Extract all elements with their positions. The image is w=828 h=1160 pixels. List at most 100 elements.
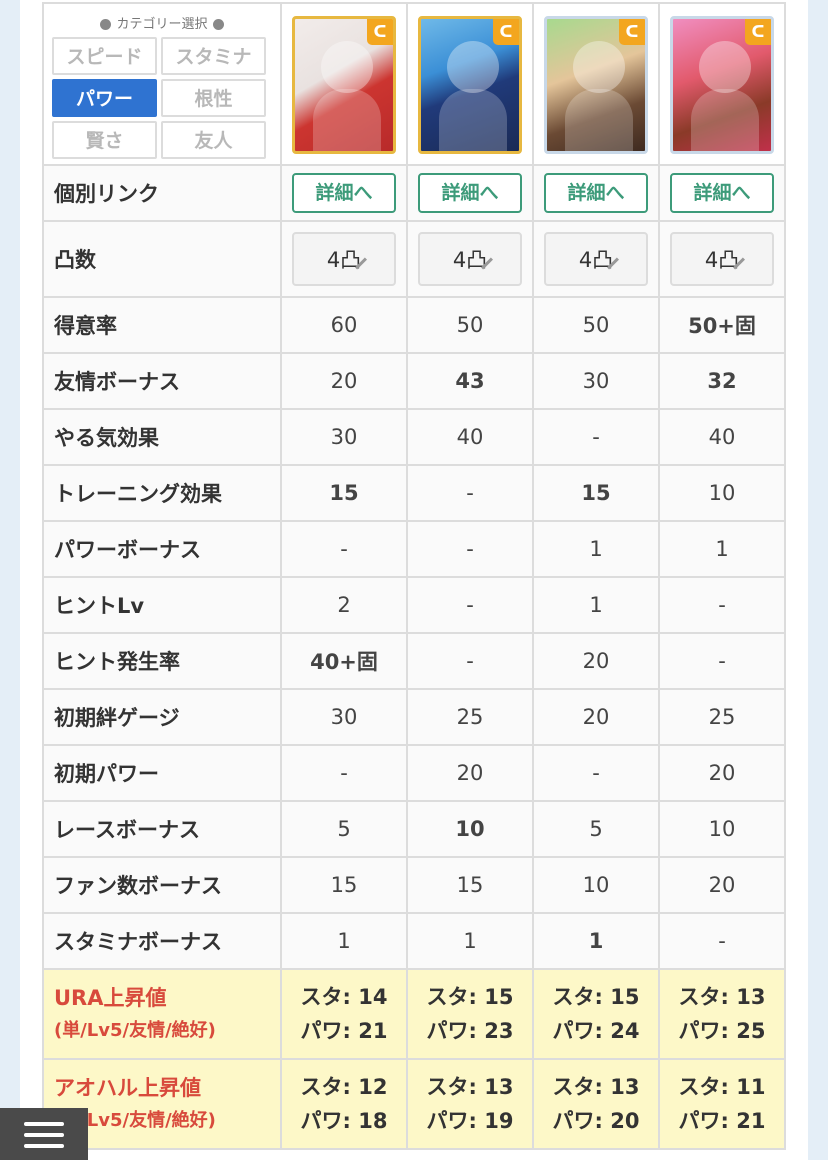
stat-row: 得意率 60 50 50 50+固 [42,296,786,354]
stat-value: 10 [658,464,786,522]
stat-value: - [406,520,534,578]
row-label: 初期パワー [42,744,282,802]
support-card-comparison-table: カテゴリー選択 スピード スタミナ パワー 根性 賢さ 友人 ᑕ ᑕ ᑕ [42,2,786,1150]
bullet-dot-icon [100,19,112,30]
stat-value: 15 [532,464,660,522]
row-ura-gain: URA上昇値 (単/Lv5/友情/絶好) スタ: 14 パワ: 21 スタ: 15… [42,968,786,1060]
stat-value: - [280,744,408,802]
stat-value: 50 [532,296,660,354]
gain-cell: スタ: 14 パワ: 21 [280,968,408,1060]
stat-value: 20 [532,632,660,690]
stat-row: 初期絆ゲージ 30 25 20 25 [42,688,786,746]
stat-value: 20 [406,744,534,802]
uncap-select[interactable]: 4凸 [292,232,396,286]
card-slot-2: ᑕ [406,2,534,166]
stat-value: 20 [280,352,408,410]
power-type-icon: ᑕ [619,19,645,45]
stat-value: 32 [658,352,786,410]
category-wisdom-button[interactable]: 賢さ [52,121,157,159]
stat-value: 15 [280,464,408,522]
stat-value: 20 [658,744,786,802]
row-label: スタミナボーナス [42,912,282,970]
detail-button[interactable]: 詳細へ [670,173,774,213]
row-label: ファン数ボーナス [42,856,282,914]
category-guts-button[interactable]: 根性 [161,79,266,117]
card-slot-3: ᑕ [532,2,660,166]
gain-cell: スタ: 13 パワ: 25 [658,968,786,1060]
gain-cell: スタ: 15 パワ: 24 [532,968,660,1060]
stat-value: 10 [406,800,534,858]
power-type-icon: ᑕ [745,19,771,45]
stat-value: 1 [406,912,534,970]
stat-value: 30 [280,408,408,466]
row-label: 個別リンク [42,164,282,222]
card-slot-1: ᑕ [280,2,408,166]
stat-value: 1 [280,912,408,970]
uncap-select[interactable]: 4凸 [544,232,648,286]
support-card-image[interactable]: ᑕ [544,16,648,154]
hamburger-menu-icon[interactable] [0,1108,88,1160]
category-friend-button[interactable]: 友人 [161,121,266,159]
row-uncap: 凸数 4凸 4凸 4凸 4凸 [42,220,786,298]
row-label: アオハル上昇値 (単/Lv5/友情/絶好) [42,1058,282,1150]
row-label: 友情ボーナス [42,352,282,410]
stat-value: - [406,632,534,690]
stat-value: - [280,520,408,578]
stat-value: 40 [658,408,786,466]
stat-value: 50 [406,296,534,354]
stat-value: - [406,464,534,522]
stat-value: 1 [658,520,786,578]
row-label: 初期絆ゲージ [42,688,282,746]
row-aoharu-gain: アオハル上昇値 (単/Lv5/友情/絶好) スタ: 12 パワ: 18 スタ: 1… [42,1058,786,1150]
detail-button[interactable]: 詳細へ [292,173,396,213]
power-type-icon: ᑕ [493,19,519,45]
stat-value: 20 [658,856,786,914]
category-stamina-button[interactable]: スタミナ [161,37,266,75]
stat-value: 5 [532,800,660,858]
row-link: 個別リンク 詳細へ 詳細へ 詳細へ 詳細へ [42,164,786,222]
row-label: やる気効果 [42,408,282,466]
category-selector: カテゴリー選択 スピード スタミナ パワー 根性 賢さ 友人 [42,2,282,166]
stat-row: 友情ボーナス 20 43 30 32 [42,352,786,410]
card-slot-4: ᑕ [658,2,786,166]
stat-row: やる気効果 30 40-40 [42,408,786,466]
uncap-select[interactable]: 4凸 [418,232,522,286]
uncap-select[interactable]: 4凸 [670,232,774,286]
stat-row: スタミナボーナス 1 1 1- [42,912,786,970]
support-card-image[interactable]: ᑕ [418,16,522,154]
stat-value: - [532,408,660,466]
detail-button[interactable]: 詳細へ [544,173,648,213]
stat-value: 1 [532,912,660,970]
category-speed-button[interactable]: スピード [52,37,157,75]
stat-value: 25 [658,688,786,746]
row-label: ヒントLv [42,576,282,634]
gain-cell: スタ: 13 パワ: 19 [406,1058,534,1150]
stat-value: 40 [406,408,534,466]
stat-row: 初期パワー -20-20 [42,744,786,802]
gain-cell: スタ: 13 パワ: 20 [532,1058,660,1150]
stat-value: 43 [406,352,534,410]
stat-value: - [406,576,534,634]
stat-value: 15 [280,856,408,914]
row-label: パワーボーナス [42,520,282,578]
power-type-icon: ᑕ [367,19,393,45]
stat-row: レースボーナス 5 10 5 10 [42,800,786,858]
stat-value: - [532,744,660,802]
stat-value: 10 [532,856,660,914]
support-card-image[interactable]: ᑕ [670,16,774,154]
gain-cell: スタ: 12 パワ: 18 [280,1058,408,1150]
stat-value: 20 [532,688,660,746]
row-label: 凸数 [42,220,282,298]
gain-cell: スタ: 15 パワ: 23 [406,968,534,1060]
stat-value: 30 [280,688,408,746]
stat-rows: 得意率 60 50 50 50+固 友情ボーナス 20 43 30 32 やる気効果 30 40-40 ト… [42,296,786,970]
stat-value: 10 [658,800,786,858]
support-card-image[interactable]: ᑕ [292,16,396,154]
bullet-dot-icon [212,19,224,30]
stat-value: 5 [280,800,408,858]
stat-row: ヒントLv 2-1- [42,576,786,634]
stat-value: 1 [532,576,660,634]
category-title: カテゴリー選択 [52,13,272,37]
detail-button[interactable]: 詳細へ [418,173,522,213]
category-power-button[interactable]: パワー [52,79,157,117]
